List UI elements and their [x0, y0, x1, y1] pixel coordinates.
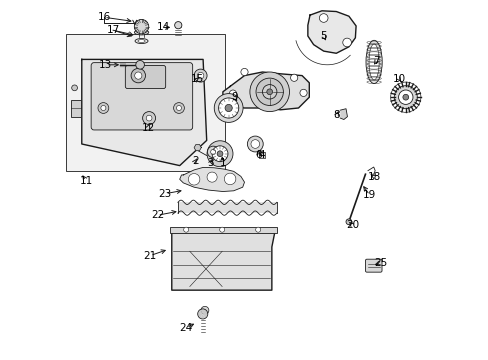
Circle shape: [131, 68, 145, 83]
Text: 20: 20: [345, 220, 358, 230]
Text: 16: 16: [97, 12, 110, 22]
Bar: [178, 202, 276, 213]
Circle shape: [188, 174, 200, 185]
Ellipse shape: [138, 40, 145, 42]
Circle shape: [224, 173, 235, 185]
Text: 12: 12: [141, 123, 154, 133]
Circle shape: [206, 141, 232, 167]
Text: 14: 14: [157, 22, 170, 32]
Circle shape: [98, 103, 108, 113]
Polygon shape: [197, 310, 203, 314]
Circle shape: [207, 146, 219, 158]
Circle shape: [290, 74, 297, 81]
Polygon shape: [200, 314, 205, 318]
Text: 15: 15: [190, 74, 203, 84]
Circle shape: [134, 72, 142, 79]
Text: 9: 9: [231, 92, 237, 102]
Circle shape: [319, 14, 327, 22]
Text: 19: 19: [363, 190, 376, 200]
Circle shape: [256, 78, 283, 105]
Circle shape: [176, 105, 181, 111]
Circle shape: [402, 94, 408, 100]
Text: 7: 7: [372, 56, 379, 66]
Text: 6: 6: [255, 150, 262, 160]
Text: 24: 24: [179, 323, 192, 333]
Bar: [66, 34, 224, 171]
Circle shape: [241, 68, 247, 76]
Circle shape: [214, 94, 243, 122]
Circle shape: [262, 85, 276, 99]
Circle shape: [134, 19, 148, 34]
Polygon shape: [200, 310, 205, 314]
Text: 11: 11: [80, 176, 93, 186]
FancyBboxPatch shape: [365, 259, 381, 272]
Circle shape: [142, 112, 155, 125]
Polygon shape: [340, 109, 347, 120]
Circle shape: [174, 22, 182, 29]
Text: 22: 22: [150, 210, 163, 220]
Polygon shape: [197, 314, 203, 318]
Text: 5: 5: [320, 31, 326, 41]
Circle shape: [206, 172, 217, 182]
Ellipse shape: [134, 30, 148, 35]
Polygon shape: [171, 233, 274, 290]
Circle shape: [72, 85, 77, 91]
Text: 2: 2: [191, 156, 198, 166]
Polygon shape: [179, 167, 244, 192]
Circle shape: [398, 90, 412, 104]
Circle shape: [218, 98, 238, 118]
Text: 10: 10: [392, 74, 405, 84]
Text: 17: 17: [106, 25, 120, 35]
Circle shape: [249, 72, 289, 112]
Circle shape: [342, 38, 351, 47]
Text: 8: 8: [333, 110, 339, 120]
Circle shape: [212, 146, 227, 162]
Bar: [169, 227, 276, 233]
Polygon shape: [81, 59, 206, 166]
Text: 25: 25: [373, 258, 386, 268]
Circle shape: [255, 227, 260, 232]
Polygon shape: [258, 152, 265, 158]
Bar: [71, 100, 81, 117]
Circle shape: [229, 90, 236, 97]
Circle shape: [197, 72, 203, 79]
Ellipse shape: [368, 44, 378, 80]
Text: 13: 13: [99, 60, 112, 70]
Text: 23: 23: [158, 189, 172, 199]
Circle shape: [183, 227, 188, 232]
FancyBboxPatch shape: [125, 66, 165, 89]
Text: 4: 4: [258, 150, 264, 160]
Circle shape: [101, 105, 106, 111]
Polygon shape: [203, 314, 207, 318]
Circle shape: [219, 227, 224, 232]
Circle shape: [136, 60, 144, 69]
Circle shape: [173, 103, 184, 113]
Text: 21: 21: [143, 251, 157, 261]
Circle shape: [299, 89, 306, 96]
Circle shape: [224, 104, 232, 112]
FancyBboxPatch shape: [91, 63, 192, 130]
Circle shape: [210, 149, 215, 154]
Ellipse shape: [365, 40, 382, 84]
Text: 18: 18: [367, 172, 381, 182]
Ellipse shape: [135, 39, 148, 44]
Circle shape: [201, 306, 208, 314]
Circle shape: [250, 140, 259, 148]
Circle shape: [194, 69, 206, 82]
Polygon shape: [203, 310, 207, 314]
Circle shape: [247, 136, 263, 152]
Polygon shape: [223, 72, 309, 110]
Circle shape: [146, 115, 152, 121]
Circle shape: [346, 219, 351, 225]
Text: 1: 1: [219, 158, 226, 168]
Polygon shape: [194, 144, 201, 151]
Polygon shape: [307, 11, 355, 53]
Circle shape: [217, 151, 223, 157]
Text: 3: 3: [207, 158, 214, 168]
Circle shape: [266, 89, 272, 95]
Circle shape: [393, 86, 416, 109]
